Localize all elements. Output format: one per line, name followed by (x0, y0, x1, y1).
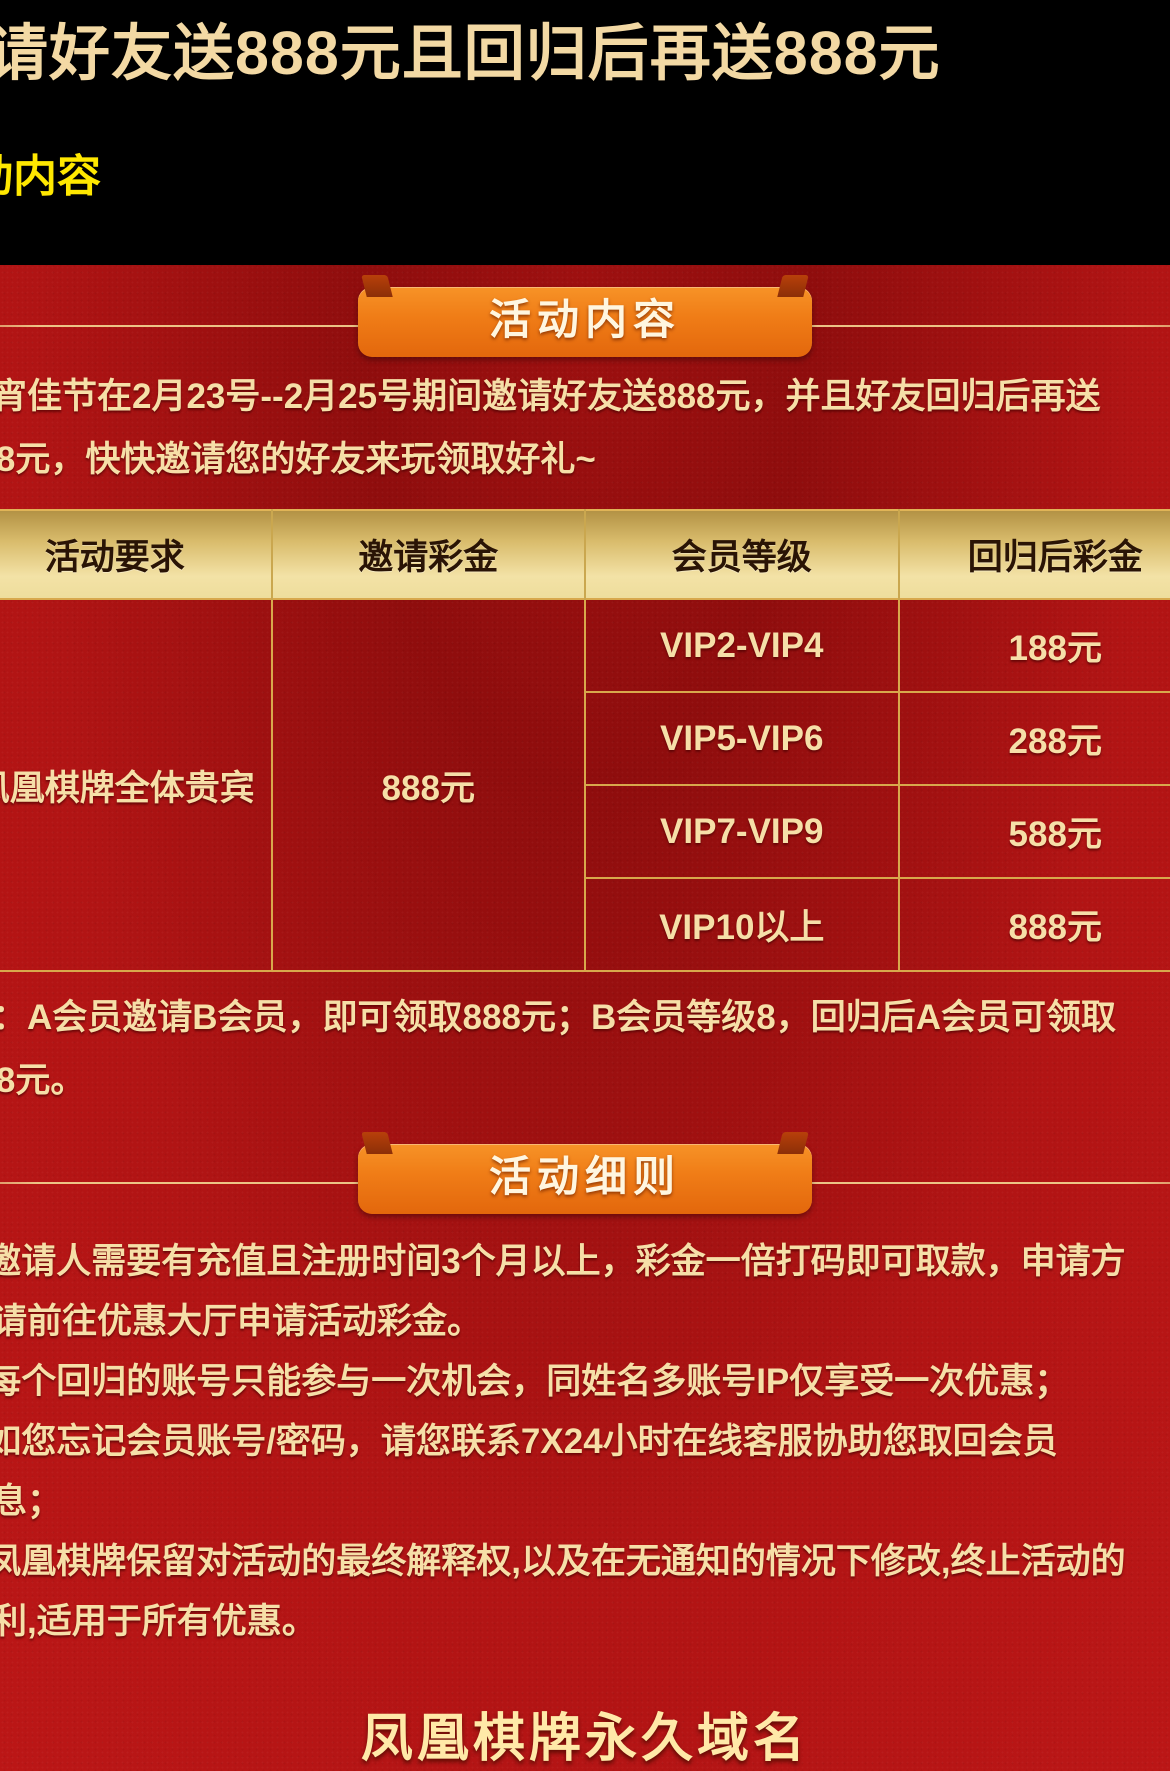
cell-requirement: 凤凰棋牌全体贵宾 (0, 598, 273, 972)
rule-line: 1.邀请人需要有充值且注册时间3个月以上，彩金一倍打码即可取款，申请方 (0, 1242, 1126, 1281)
rule-line: 式请前往优惠大厅申请活动彩金。 (0, 1302, 483, 1341)
ribbon-banner: 活动内容 (358, 286, 812, 358)
column-header-member-level: 会员等级 (585, 510, 900, 599)
table-row: VIP7-VIP9 588元 (0, 784, 1170, 879)
footer-title: 凤凰棋牌永久域名 (360, 1710, 809, 1768)
rule-line: 4.凤凰棋牌保留对活动的最终解释权,以及在无通知的情况下修改,终止活动的 (0, 1542, 1126, 1581)
example-line-2: 588元。 (0, 1061, 86, 1100)
table-row: VIP10以上 888元 (0, 877, 1170, 972)
rule-line: 权利,适用于所有优惠。 (0, 1602, 317, 1641)
column-header-return-bonus: 回归后彩金 (898, 510, 1170, 599)
promo-body: 活动内容 元宵佳节在2月23号--2月25号期间邀请好友送888元，并且好友回归… (0, 265, 1170, 1771)
ribbon-label-rules: 活动细则 (488, 1152, 681, 1200)
cell-return-bonus: 588元 (897, 784, 1170, 879)
column-header-requirement: 活动要求 (0, 510, 273, 599)
cell-member-level: VIP10以上 (584, 877, 900, 972)
rule-line: 3.如您忘记会员账号/密码，请您联系7X24小时在线客服协助您取回会员 (0, 1422, 1058, 1461)
cell-invite-bonus: 888元 (270, 598, 586, 972)
section-header-content: 活动内容 (0, 265, 1170, 361)
cell-member-level: VIP2-VIP4 (584, 598, 900, 693)
column-header-invite-bonus: 邀请彩金 (271, 510, 586, 599)
cell-member-level: VIP5-VIP6 (584, 691, 900, 786)
intro-paragraph-line-2: 888元，快快邀请您的好友来玩领取好礼~ (0, 440, 596, 479)
ribbon-label-content: 活动内容 (488, 295, 681, 343)
bonus-table-body: 凤凰棋牌全体贵宾 888元 VIP2-VIP4 188元 VIP5-VIP6 2… (0, 598, 1170, 972)
table-row: 凤凰棋牌全体贵宾 888元 VIP2-VIP4 188元 (0, 598, 1170, 972)
rule-line: 2.每个回归的账号只能参与一次机会，同姓名多账号IP仅享受一次优惠； (0, 1362, 1070, 1401)
intro-paragraph-line-1: 元宵佳节在2月23号--2月25号期间邀请好友送888元，并且好友回归后再送 (0, 377, 1101, 416)
bonus-table-wrapper: 活动要求 邀请彩金 会员等级 回归后彩金 凤凰棋牌全体贵宾 888元 VIP2-… (0, 487, 1170, 972)
header-subtitle: 活动内容 (0, 152, 101, 201)
page-header: 邀请好友送888元且回归后再送888元 活动内容 (0, 0, 1170, 265)
bonus-table: 活动要求 邀请彩金 会员等级 回归后彩金 凤凰棋牌全体贵宾 888元 VIP2-… (0, 509, 1170, 972)
cell-return-bonus: 888元 (897, 877, 1170, 972)
cell-return-bonus: 288元 (897, 691, 1170, 786)
table-row: VIP5-VIP6 288元 (0, 691, 1170, 786)
rules-list: 1.邀请人需要有充值且注册时间3个月以上，彩金一倍打码即可取款，申请方 式请前往… (0, 1218, 1170, 1652)
ribbon-banner: 活动细则 (358, 1143, 812, 1215)
table-header-row: 活动要求 邀请彩金 会员等级 回归后彩金 (0, 510, 1170, 599)
cell-return-bonus: 188元 (897, 598, 1170, 693)
section-header-rules: 活动细则 (0, 1122, 1170, 1218)
example-line-1: 例：A会员邀请B会员，即可领取888元；B会员等级8，回归后A会员可领取 (0, 998, 1116, 1037)
rule-line: 信息； (0, 1482, 63, 1521)
cell-member-level: VIP7-VIP9 (584, 784, 900, 879)
page-title: 邀请好友送888元且回归后再送888元 (0, 19, 941, 87)
bonus-table-head: 活动要求 邀请彩金 会员等级 回归后彩金 (0, 510, 1170, 599)
